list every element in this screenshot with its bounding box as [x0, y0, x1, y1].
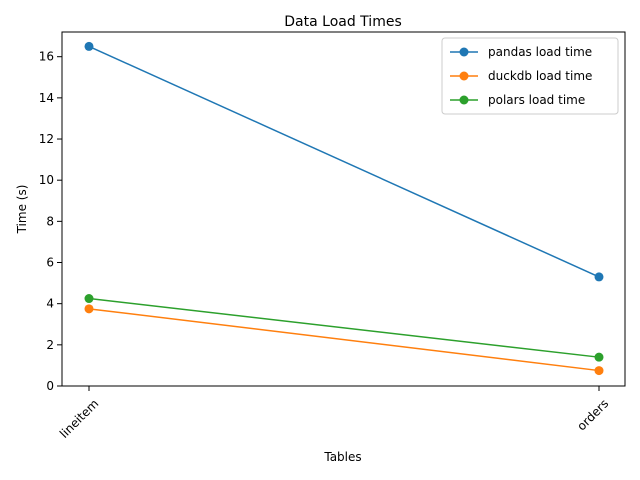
- y-tick-label: 8: [46, 214, 54, 228]
- data-point: [84, 41, 94, 51]
- data-point: [594, 272, 604, 282]
- legend-label: polars load time: [488, 93, 585, 107]
- series-2: [84, 294, 604, 362]
- x-axis-title: Tables: [323, 450, 361, 464]
- data-point: [594, 366, 604, 376]
- y-tick-label: 12: [39, 132, 54, 146]
- y-tick-label: 14: [39, 91, 54, 105]
- y-tick-label: 16: [39, 50, 54, 64]
- series-line: [88, 297, 600, 358]
- plot-area: [61, 31, 626, 387]
- legend-label: duckdb load time: [488, 69, 592, 83]
- legend-label: pandas load time: [488, 45, 592, 59]
- x-tick-label: orders: [574, 396, 611, 433]
- y-tick-label: 0: [46, 379, 54, 393]
- data-point: [84, 304, 94, 314]
- data-point: [84, 294, 94, 304]
- data-point: [594, 352, 604, 362]
- legend-marker: [459, 71, 469, 81]
- y-tick-label: 4: [46, 297, 54, 311]
- series-line: [88, 45, 600, 278]
- legend-marker: [459, 47, 469, 57]
- x-tick-label: lineitem: [57, 396, 101, 440]
- y-tick-label: 2: [46, 338, 54, 352]
- legend-box: [441, 37, 619, 115]
- series-0: [84, 41, 604, 282]
- y-axis: 0 2 4 6 8 10 12 14 16: [39, 50, 62, 393]
- legend-marker: [459, 95, 469, 105]
- y-axis-title: Time (s): [15, 185, 29, 235]
- series-layer: [84, 41, 604, 376]
- legend: pandas load time duckdb load time polars l…: [441, 37, 619, 115]
- series-1: [84, 304, 604, 376]
- series-line: [88, 308, 600, 372]
- y-tick-label: 6: [46, 256, 54, 270]
- x-axis: lineitem orders: [57, 386, 611, 441]
- y-tick-label: 10: [39, 173, 54, 187]
- chart-title: Data Load Times: [284, 14, 401, 30]
